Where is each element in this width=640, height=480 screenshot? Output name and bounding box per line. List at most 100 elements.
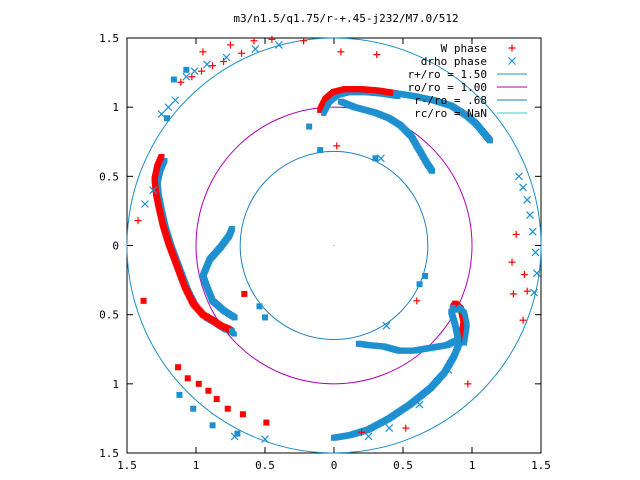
square-marker-0-7 bbox=[239, 411, 246, 418]
legend-label-2: r+/ro = 1.50 bbox=[408, 68, 487, 81]
x-tick-label-2: 0.5 bbox=[255, 459, 275, 472]
w-phase-point-17 bbox=[520, 271, 528, 279]
w-phase-point-24 bbox=[509, 290, 517, 298]
legend-marker-1 bbox=[508, 57, 516, 65]
drho-phase-point-21 bbox=[415, 400, 424, 409]
legend-label-5: rc/ro = NaN bbox=[414, 107, 487, 120]
square-marker-0-3 bbox=[195, 380, 202, 387]
w-phase-point-3 bbox=[268, 35, 276, 43]
left-arm bbox=[151, 153, 238, 337]
square-marker-0-5 bbox=[213, 396, 220, 403]
square-marker-1-10 bbox=[256, 303, 263, 310]
drho-phase-point-19 bbox=[382, 321, 391, 330]
square-marker-0-2 bbox=[184, 375, 191, 382]
w-phase-point-7 bbox=[177, 78, 185, 86]
drho-phase-point-25 bbox=[261, 435, 269, 444]
x-tick-label-0: 1.5 bbox=[117, 459, 137, 472]
square-marker-1-11 bbox=[306, 123, 313, 130]
square-marker-1-9 bbox=[262, 314, 268, 321]
y-tick-label-3: 0 bbox=[112, 240, 119, 253]
drho-phase-point-16 bbox=[531, 248, 540, 257]
x-tick-label-6: 1.5 bbox=[531, 459, 551, 472]
left-arm-branch-70 bbox=[228, 225, 235, 232]
upper-arm-mark-122 bbox=[486, 137, 493, 144]
y-tick-label-2: 0.5 bbox=[99, 170, 119, 183]
w-phase-point-16 bbox=[512, 230, 520, 238]
center-dot bbox=[333, 244, 335, 247]
x-tick-label-4: 0.5 bbox=[393, 459, 413, 472]
y-tick-label-6: 1.5 bbox=[99, 447, 119, 460]
drho-phase-point-10 bbox=[141, 200, 149, 208]
drho-phase-point-12 bbox=[519, 183, 527, 192]
square-marker-1-2 bbox=[209, 422, 216, 429]
axes: 1.5 1 0.5 0 0.5 1 1.51.510.500.511.5 bbox=[99, 32, 551, 472]
legend-marker-0 bbox=[508, 44, 516, 52]
drho-phase-point-6 bbox=[171, 96, 180, 105]
drho-phase-point-14 bbox=[526, 211, 534, 219]
drho-phase-point-3 bbox=[222, 53, 231, 62]
drho-phase-point-13 bbox=[523, 195, 532, 204]
w-phase-point-10 bbox=[209, 62, 217, 70]
drho-phase-point-9 bbox=[149, 186, 158, 195]
w-phase-point-14 bbox=[134, 217, 142, 225]
w-phase-point-18 bbox=[523, 287, 531, 295]
right-arm bbox=[331, 300, 470, 441]
square-marker-1-1 bbox=[190, 405, 197, 412]
w-phase-point-9 bbox=[198, 67, 206, 75]
square-marker-1-4 bbox=[183, 66, 190, 73]
square-marker-1-13 bbox=[422, 272, 429, 279]
drho-phase-point-7 bbox=[164, 103, 173, 112]
drho-phase-point-17 bbox=[532, 269, 541, 278]
square-marker-1-8 bbox=[317, 147, 324, 154]
square-marker-1-12 bbox=[416, 281, 423, 288]
drho-phase-point-0 bbox=[182, 72, 191, 81]
circle-1 bbox=[195, 106, 473, 385]
drho-phase-point-18 bbox=[530, 288, 539, 297]
w-phase-point-0 bbox=[199, 48, 207, 56]
y-tick-label-0: 1.5 bbox=[99, 32, 119, 45]
drho-phase-point-8 bbox=[157, 110, 166, 119]
square-marker-1-5 bbox=[170, 76, 177, 83]
square-marker-0-0 bbox=[140, 297, 147, 304]
square-marker-0-9 bbox=[241, 290, 248, 297]
w-phase-point-15 bbox=[508, 258, 516, 266]
x-tick-label-5: 1 bbox=[469, 459, 476, 472]
legend-label-4: r-/ro = .68 bbox=[414, 94, 487, 107]
left-arm-mark-131 bbox=[228, 328, 235, 335]
square-marker-0-8 bbox=[263, 419, 270, 426]
drho-phase-point-26 bbox=[376, 154, 385, 163]
right-arm-shadow-134 bbox=[454, 307, 460, 313]
drho-phase-point-4 bbox=[251, 45, 260, 53]
w-phase-point-19 bbox=[519, 316, 527, 324]
right-arm-branch-84 bbox=[355, 340, 362, 347]
drho-phase-point-20 bbox=[444, 366, 453, 374]
drho-phase-point-5 bbox=[274, 40, 283, 49]
w-phase-point-11 bbox=[220, 58, 228, 66]
square-marker-1-7 bbox=[372, 155, 379, 162]
y-tick-label-1: 1 bbox=[112, 101, 119, 114]
x-tick-label-1: 1 bbox=[193, 459, 200, 472]
upper-arm bbox=[317, 86, 493, 174]
circle-2 bbox=[239, 150, 429, 341]
w-phase-point-20 bbox=[464, 380, 472, 388]
upper-arm-branch-75 bbox=[428, 167, 435, 174]
square-marker-0-4 bbox=[205, 387, 212, 394]
w-phase-point-2 bbox=[250, 37, 258, 45]
w-phase-point-1 bbox=[227, 41, 234, 49]
drho-phase-point-15 bbox=[528, 227, 537, 236]
w-phase-point-4 bbox=[300, 37, 308, 45]
chart-title: m3/n1.5/q1.75/r-+.45-j232/M7.0/512 bbox=[233, 12, 458, 25]
w-phase-point-23 bbox=[413, 297, 421, 305]
w-phase-point-5 bbox=[337, 48, 345, 56]
square-marker-1-6 bbox=[164, 115, 171, 122]
right-arm-mark-135 bbox=[449, 304, 456, 311]
square-marker-0-1 bbox=[175, 364, 182, 371]
legend-label-1: drho phase bbox=[421, 55, 487, 68]
square-marker-0-6 bbox=[224, 405, 231, 412]
y-tick-label-4: 0.5 bbox=[99, 309, 119, 322]
legend-label-3: ro/ro = 1.00 bbox=[408, 81, 487, 94]
x-tick-label-3: 0 bbox=[331, 459, 338, 472]
drho-phase-point-22 bbox=[385, 424, 394, 433]
y-tick-label-5: 1 bbox=[112, 378, 119, 391]
